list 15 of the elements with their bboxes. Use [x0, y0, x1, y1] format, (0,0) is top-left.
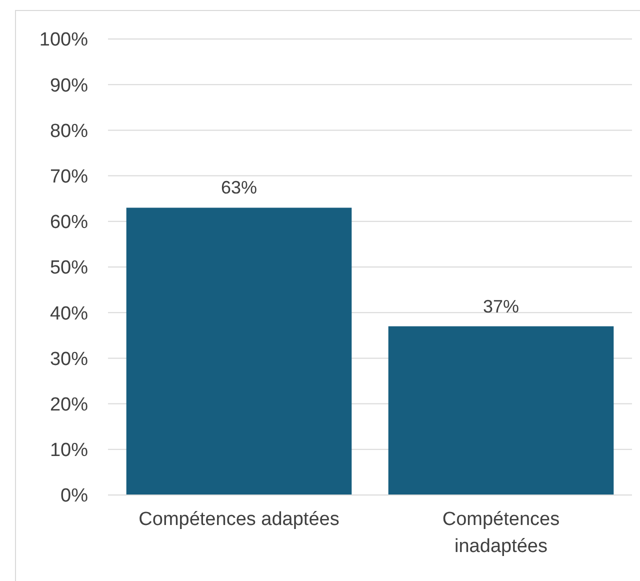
y-tick-label: 30%: [50, 348, 88, 370]
y-tick-label: 40%: [50, 303, 88, 324]
y-tick-label: 100%: [39, 30, 88, 51]
x-tick-label: Compétences adaptées: [138, 509, 340, 530]
y-tick-label: 70%: [50, 166, 88, 188]
data-label: 37%: [482, 296, 520, 316]
x-tick-label: Compétences inadaptées: [442, 509, 560, 557]
y-tick-label: 0%: [60, 486, 88, 507]
y-tick-label: 10%: [50, 440, 88, 462]
data-label: 63%: [220, 178, 258, 198]
y-tick-label: 50%: [50, 258, 88, 279]
y-tick-label: 80%: [50, 120, 88, 142]
y-tick-label: 90%: [50, 75, 88, 96]
y-tick-label: 60%: [50, 212, 88, 234]
y-tick-label: 20%: [50, 394, 88, 416]
